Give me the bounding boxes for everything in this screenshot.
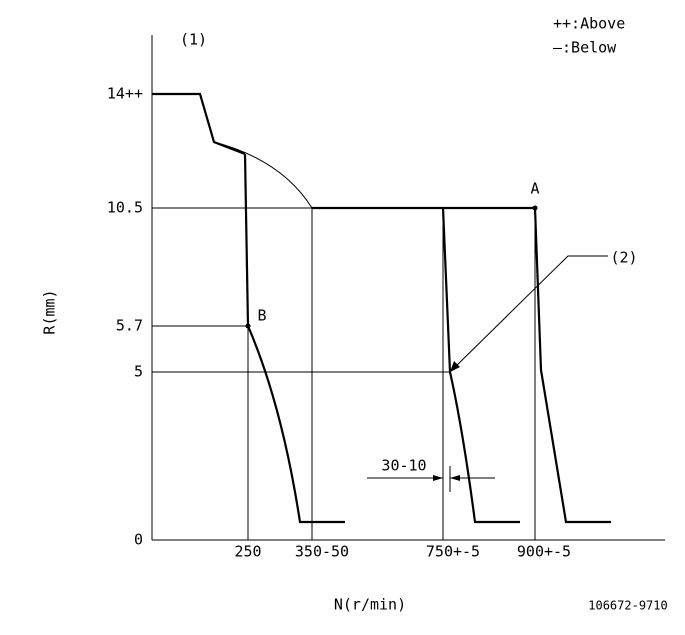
drawing-number: 106672-9710 (588, 599, 667, 613)
point-label: B (257, 307, 266, 325)
y-label: 5.7 (116, 317, 143, 335)
x-label: 750+-5 (426, 543, 480, 561)
y-label: 0 (134, 531, 143, 549)
x-label: 250 (234, 543, 261, 561)
x-axis-title: N(r/min) (334, 596, 406, 614)
point-label: A (530, 180, 539, 198)
callout-label: (2) (610, 249, 637, 267)
callout-leader (449, 255, 608, 373)
marker: (1) (180, 31, 207, 49)
x-label: 900+-5 (517, 543, 571, 561)
y-axis-title: R(mm) (41, 289, 59, 334)
y-label: 10.5 (107, 199, 143, 217)
reference-lines (152, 207, 536, 540)
dimension-label: 30-10 (381, 457, 426, 475)
y-label: 14++ (107, 85, 143, 103)
curves (152, 92, 611, 524)
dimension-line (367, 466, 495, 492)
legend-above: ++:Above (553, 15, 625, 33)
y-label: 5 (134, 363, 143, 381)
legend-below: —:Below (553, 39, 617, 57)
x-label: 350-50 (295, 543, 349, 561)
